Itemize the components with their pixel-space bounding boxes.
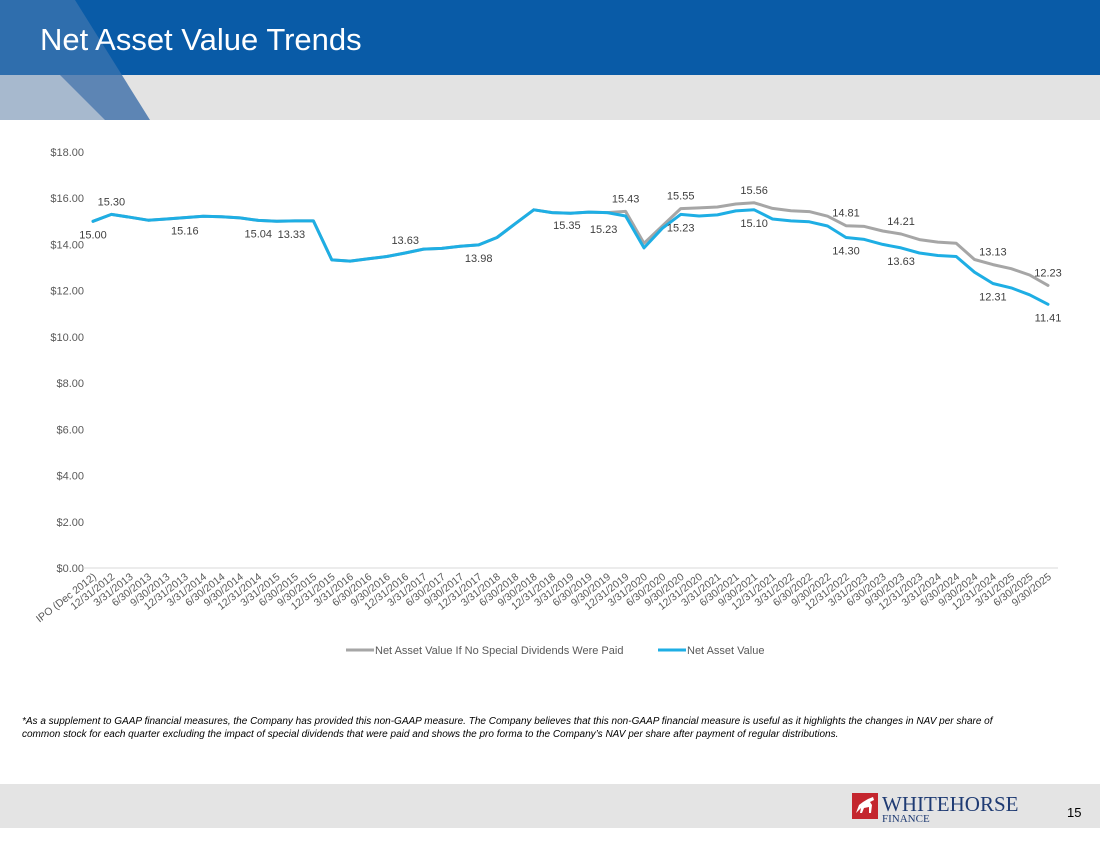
whitehorse-logo: WHITEHORSE FINANCE (852, 792, 1018, 823)
data-label: 15.23 (667, 222, 695, 234)
y-tick-label: $6.00 (56, 424, 84, 436)
y-tick-label: $8.00 (56, 378, 84, 390)
data-label: 14.21 (887, 216, 915, 228)
data-label: 15.30 (98, 196, 126, 208)
y-tick-label: $14.00 (50, 239, 84, 251)
slide-header: Net Asset Value Trends (0, 0, 1100, 120)
data-label: 15.04 (245, 228, 273, 240)
legend-label: Net Asset Value If No Special Dividends … (375, 645, 623, 657)
page-number: 15 (1067, 805, 1082, 820)
data-label: 13.63 (391, 235, 419, 247)
data-label: 13.63 (887, 256, 915, 268)
data-label: 15.35 (553, 220, 581, 232)
data-label: 15.23 (590, 224, 618, 236)
y-tick-label: $16.00 (50, 193, 84, 205)
y-tick-label: $2.00 (56, 517, 84, 529)
nav-line-chart: $0.00 $2.00 $4.00 $6.00 $8.00 $10.00 $12.00 $14… (34, 147, 1062, 657)
series-line-nav (91, 208, 1050, 306)
y-tick-label: $18.00 (50, 147, 84, 159)
data-label: 13.13 (979, 247, 1007, 259)
data-label: 15.10 (740, 218, 768, 230)
horse-icon (856, 797, 874, 813)
y-tick-label: $10.00 (50, 332, 84, 344)
footer-band (0, 784, 1100, 828)
logo-name: WHITEHORSE (882, 792, 1018, 816)
y-tick-label: $4.00 (56, 471, 84, 483)
y-tick-label: $0.00 (56, 563, 84, 575)
footnote: *As a supplement to GAAP financial measu… (22, 716, 993, 740)
data-label: 15.56 (740, 185, 768, 197)
header-accent-light (0, 75, 105, 120)
data-label: 15.16 (171, 226, 199, 238)
data-label: 15.43 (612, 193, 640, 205)
data-label: 15.00 (79, 229, 107, 241)
data-label: 13.98 (465, 253, 493, 265)
data-label: 12.23 (1034, 267, 1062, 279)
logo-sub: FINANCE (882, 813, 930, 823)
data-label: 11.41 (1035, 312, 1062, 324)
data-label: 12.31 (979, 292, 1007, 304)
data-label: 14.81 (832, 208, 860, 220)
y-tick-label: $12.00 (50, 286, 84, 298)
data-label: 15.55 (667, 191, 695, 203)
page-title: Net Asset Value Trends (40, 22, 362, 57)
data-label: 14.30 (832, 246, 860, 258)
data-label: 13.33 (278, 229, 306, 241)
header-graphic (0, 0, 1100, 120)
legend-label: Net Asset Value (687, 645, 764, 657)
